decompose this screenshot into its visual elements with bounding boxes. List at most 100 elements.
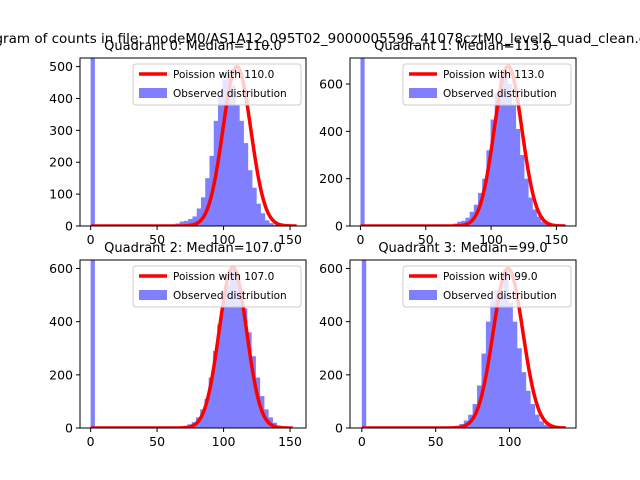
hist-bar bbox=[221, 303, 227, 428]
hist-bar bbox=[482, 178, 487, 226]
hist-bar bbox=[183, 220, 189, 226]
hist-bar bbox=[486, 150, 491, 226]
hist-bar bbox=[516, 348, 522, 428]
hist-bar bbox=[188, 218, 193, 226]
x-tick-label: 50 bbox=[428, 434, 444, 449]
hist-bar bbox=[179, 221, 185, 226]
hist-bar bbox=[208, 377, 214, 428]
y-tick-label: 600 bbox=[49, 261, 73, 276]
hist-bar bbox=[528, 197, 533, 226]
x-tick-label: 100 bbox=[498, 434, 522, 449]
hist-bar bbox=[512, 321, 518, 428]
hist-bar bbox=[200, 197, 206, 226]
legend-box bbox=[402, 265, 572, 308]
figure-suptitle: Histogram of counts in file: modeM0/AS1A… bbox=[0, 31, 640, 47]
y-tick-label: 0 bbox=[335, 219, 343, 234]
hist-bar bbox=[499, 295, 505, 428]
subplot-1: 0 50 100 150 0 200 400 600 Quadrant 1: Median=11… bbox=[319, 39, 577, 247]
hist-bar bbox=[503, 271, 509, 428]
hist-bar bbox=[525, 390, 531, 428]
y-tick-label: 600 bbox=[319, 261, 343, 276]
x-tick-label: 0 bbox=[87, 434, 95, 449]
y-tick-label: 200 bbox=[49, 155, 73, 170]
axes-frame bbox=[79, 57, 307, 227]
hist-bar bbox=[530, 404, 536, 428]
legend-fit-label: Poission with 110.0 bbox=[173, 69, 274, 81]
legend-fit-label: Poission with 107.0 bbox=[173, 271, 274, 283]
y-tick-label: 100 bbox=[49, 187, 73, 202]
subplot-title: Quadrant 3: Median=99.0 bbox=[378, 241, 547, 256]
hist-bar bbox=[252, 187, 257, 226]
legend: Poission with 99.0 Observed distribution bbox=[402, 265, 572, 308]
y-tick-label: 400 bbox=[319, 314, 343, 329]
y-tick-label: 400 bbox=[49, 91, 73, 106]
x-tick-label: 100 bbox=[479, 232, 503, 247]
x-tick-label: 150 bbox=[544, 232, 568, 247]
plot-area bbox=[361, 260, 566, 428]
x-tick-label: 0 bbox=[356, 232, 364, 247]
fit-curve bbox=[361, 266, 566, 428]
hist-bar bbox=[230, 85, 236, 226]
hist-bar bbox=[269, 223, 274, 226]
subplot-0: 0 50 100 150 0 100 200 300 400 500 Quadrant 0: Med… bbox=[49, 39, 307, 247]
y-tick-label: 600 bbox=[319, 77, 343, 92]
hist-bar bbox=[217, 95, 223, 226]
axes-frame bbox=[349, 259, 577, 429]
hist-bar bbox=[507, 84, 512, 226]
plot-area bbox=[360, 58, 566, 226]
legend-hist-swatch bbox=[409, 290, 437, 300]
axes-frame bbox=[349, 57, 577, 227]
x-tick-label: 100 bbox=[212, 434, 236, 449]
hist-bar bbox=[540, 221, 546, 226]
hist-bar bbox=[238, 289, 244, 428]
x-tick-label: 150 bbox=[278, 434, 302, 449]
y-tick-label: 200 bbox=[49, 367, 73, 382]
legend-hist-label: Observed distribution bbox=[173, 88, 287, 100]
hist-bar bbox=[490, 119, 496, 226]
hist-bar bbox=[247, 170, 253, 226]
hist-bar bbox=[243, 143, 249, 226]
hist-bar bbox=[543, 424, 549, 428]
legend: Poission with 107.0 Observed distribution bbox=[132, 265, 302, 308]
hist-bar bbox=[246, 332, 252, 428]
fit-curve bbox=[90, 64, 297, 226]
hist-bar bbox=[521, 372, 527, 428]
subplot-title: Quadrant 1: Median=113.0 bbox=[374, 39, 552, 54]
hist-bar bbox=[515, 128, 521, 226]
hist-bar bbox=[264, 220, 270, 226]
hist-bar-zero bbox=[360, 58, 365, 226]
legend-box bbox=[402, 63, 572, 106]
subplot-3: 0 50 100 0 200 400 600 Quadrant 3: Median=99.0 P… bbox=[319, 241, 577, 449]
hist-bar bbox=[251, 356, 256, 428]
subplot-title: Quadrant 2: Median=107.0 bbox=[104, 241, 282, 256]
plot-area bbox=[90, 58, 297, 226]
hist-bar bbox=[222, 79, 227, 226]
y-tick-label: 400 bbox=[49, 314, 73, 329]
y-tick-label: 400 bbox=[319, 124, 343, 139]
fit-curve bbox=[90, 265, 293, 428]
y-tick-label: 200 bbox=[319, 171, 343, 186]
legend-fit-label: Poission with 99.0 bbox=[443, 271, 538, 283]
hist-bar bbox=[536, 216, 542, 226]
y-tick-label: 500 bbox=[49, 59, 73, 74]
hist-bar bbox=[485, 321, 491, 428]
hist-bar-zero bbox=[90, 58, 95, 226]
legend-hist-swatch bbox=[139, 290, 167, 300]
hist-bar bbox=[196, 208, 202, 226]
x-tick-label: 150 bbox=[278, 232, 302, 247]
hist-bar bbox=[511, 105, 517, 226]
y-tick-label: 300 bbox=[49, 123, 73, 138]
hist-bar bbox=[242, 308, 248, 428]
hist-bar bbox=[226, 69, 232, 226]
hist-bar bbox=[229, 268, 235, 428]
hist-bar-zero bbox=[90, 260, 95, 428]
hist-bar bbox=[490, 300, 496, 428]
y-tick-label: 200 bbox=[319, 367, 343, 382]
x-tick-label: 50 bbox=[418, 232, 434, 247]
hist-bar bbox=[534, 414, 540, 428]
hist-bar bbox=[457, 221, 462, 226]
hist-bar bbox=[494, 93, 500, 226]
legend-box bbox=[132, 265, 302, 308]
